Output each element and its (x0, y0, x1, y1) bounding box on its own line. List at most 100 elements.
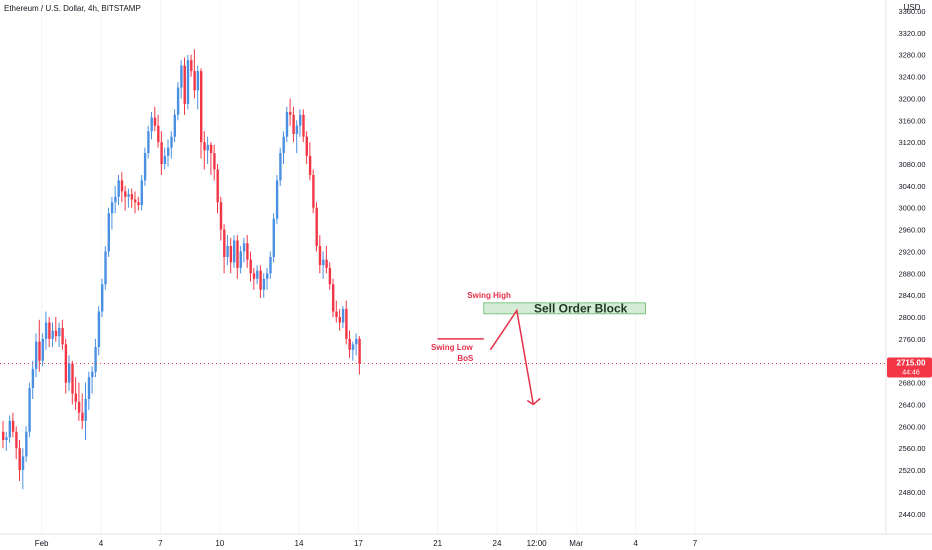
candle[interactable] (299, 109, 302, 137)
candle[interactable] (358, 336, 361, 375)
candle[interactable] (206, 136, 209, 165)
candle[interactable] (328, 262, 332, 290)
time-axis[interactable]: Feb 4 7 10 14 17 21 24 12:00 Mar 4 7 (0, 533, 932, 548)
candle[interactable] (213, 144, 216, 181)
candle[interactable] (239, 245, 242, 274)
candle[interactable] (256, 265, 259, 285)
candle[interactable] (150, 112, 153, 140)
candle[interactable] (35, 333, 38, 378)
candle[interactable] (233, 235, 236, 268)
candle[interactable] (91, 366, 94, 394)
candle[interactable] (74, 377, 77, 410)
candle[interactable] (308, 142, 312, 181)
candle[interactable] (216, 164, 219, 214)
candle[interactable] (203, 131, 206, 170)
candle[interactable] (259, 265, 262, 298)
candle[interactable] (341, 306, 345, 328)
candle[interactable] (120, 172, 124, 203)
candle[interactable] (163, 147, 167, 170)
candle[interactable] (167, 139, 170, 167)
candle[interactable] (153, 106, 157, 132)
candle[interactable] (94, 338, 97, 378)
candle[interactable] (193, 49, 196, 99)
candle[interactable] (226, 235, 229, 266)
candle[interactable] (295, 120, 299, 154)
candle[interactable] (68, 355, 71, 391)
candle[interactable] (246, 235, 249, 268)
candle[interactable] (54, 317, 58, 342)
candle[interactable] (351, 341, 355, 361)
candle[interactable] (87, 371, 91, 410)
candle[interactable] (279, 147, 282, 186)
candle[interactable] (219, 196, 223, 241)
candle[interactable] (44, 311, 48, 350)
candle[interactable] (137, 196, 140, 211)
candle[interactable] (190, 54, 193, 77)
candle[interactable] (134, 191, 137, 214)
candle[interactable] (305, 131, 308, 165)
candle[interactable] (200, 68, 203, 159)
candle[interactable] (41, 333, 44, 367)
candle[interactable] (130, 188, 134, 208)
candle[interactable] (325, 245, 328, 274)
candle[interactable] (180, 60, 183, 99)
candle[interactable] (48, 317, 51, 348)
candle[interactable] (223, 224, 226, 274)
candle[interactable] (173, 109, 176, 143)
sell-order-block-zone[interactable] (483, 302, 646, 315)
candle[interactable] (302, 109, 305, 143)
candle[interactable] (117, 174, 120, 206)
candle[interactable] (143, 147, 147, 186)
candle[interactable] (147, 125, 150, 159)
candle[interactable] (127, 188, 130, 208)
candle[interactable] (338, 308, 341, 331)
candle[interactable] (312, 169, 315, 214)
candle[interactable] (345, 300, 348, 345)
candle[interactable] (104, 245, 107, 290)
candle[interactable] (209, 142, 213, 175)
candle[interactable] (318, 235, 322, 274)
candle[interactable] (15, 426, 18, 460)
candle[interactable] (114, 185, 117, 214)
candle[interactable] (28, 382, 31, 438)
candle[interactable] (61, 319, 64, 350)
candle[interactable] (11, 412, 15, 438)
candle[interactable] (170, 131, 173, 159)
candle[interactable] (282, 131, 285, 165)
candle[interactable] (332, 278, 335, 318)
candle[interactable] (176, 82, 180, 121)
candle[interactable] (315, 202, 318, 252)
candle[interactable] (252, 267, 256, 290)
candle[interactable] (249, 251, 252, 282)
candle[interactable] (31, 360, 35, 400)
candle[interactable] (196, 65, 200, 110)
candle[interactable] (186, 54, 190, 110)
candle[interactable] (275, 174, 279, 225)
candle[interactable] (355, 333, 358, 356)
candle[interactable] (18, 440, 21, 481)
candle[interactable] (183, 57, 186, 115)
candle[interactable] (8, 415, 11, 443)
candle[interactable] (97, 306, 101, 356)
candle[interactable] (285, 106, 289, 143)
candle[interactable] (242, 237, 246, 263)
candle[interactable] (2, 420, 5, 449)
candle[interactable] (236, 235, 239, 279)
candle[interactable] (262, 273, 266, 298)
candle[interactable] (160, 131, 163, 175)
candle[interactable] (266, 267, 269, 290)
annotations[interactable]: Sell Order Block Swing High Swing Low Bo… (431, 291, 646, 406)
candle[interactable] (229, 237, 233, 274)
candle[interactable] (64, 338, 68, 394)
candle[interactable] (5, 431, 8, 451)
candle[interactable] (84, 382, 87, 441)
candle[interactable] (38, 319, 41, 372)
candle[interactable] (101, 278, 104, 318)
candle[interactable] (107, 207, 110, 257)
candle[interactable] (124, 185, 127, 211)
price-axis[interactable]: 2440.00 2480.00 2520.00 2560.00 2600.00 2640.… (885, 0, 926, 534)
candle[interactable] (51, 322, 54, 348)
candle[interactable] (110, 196, 114, 230)
candle[interactable] (21, 448, 25, 490)
candle[interactable] (81, 393, 84, 430)
